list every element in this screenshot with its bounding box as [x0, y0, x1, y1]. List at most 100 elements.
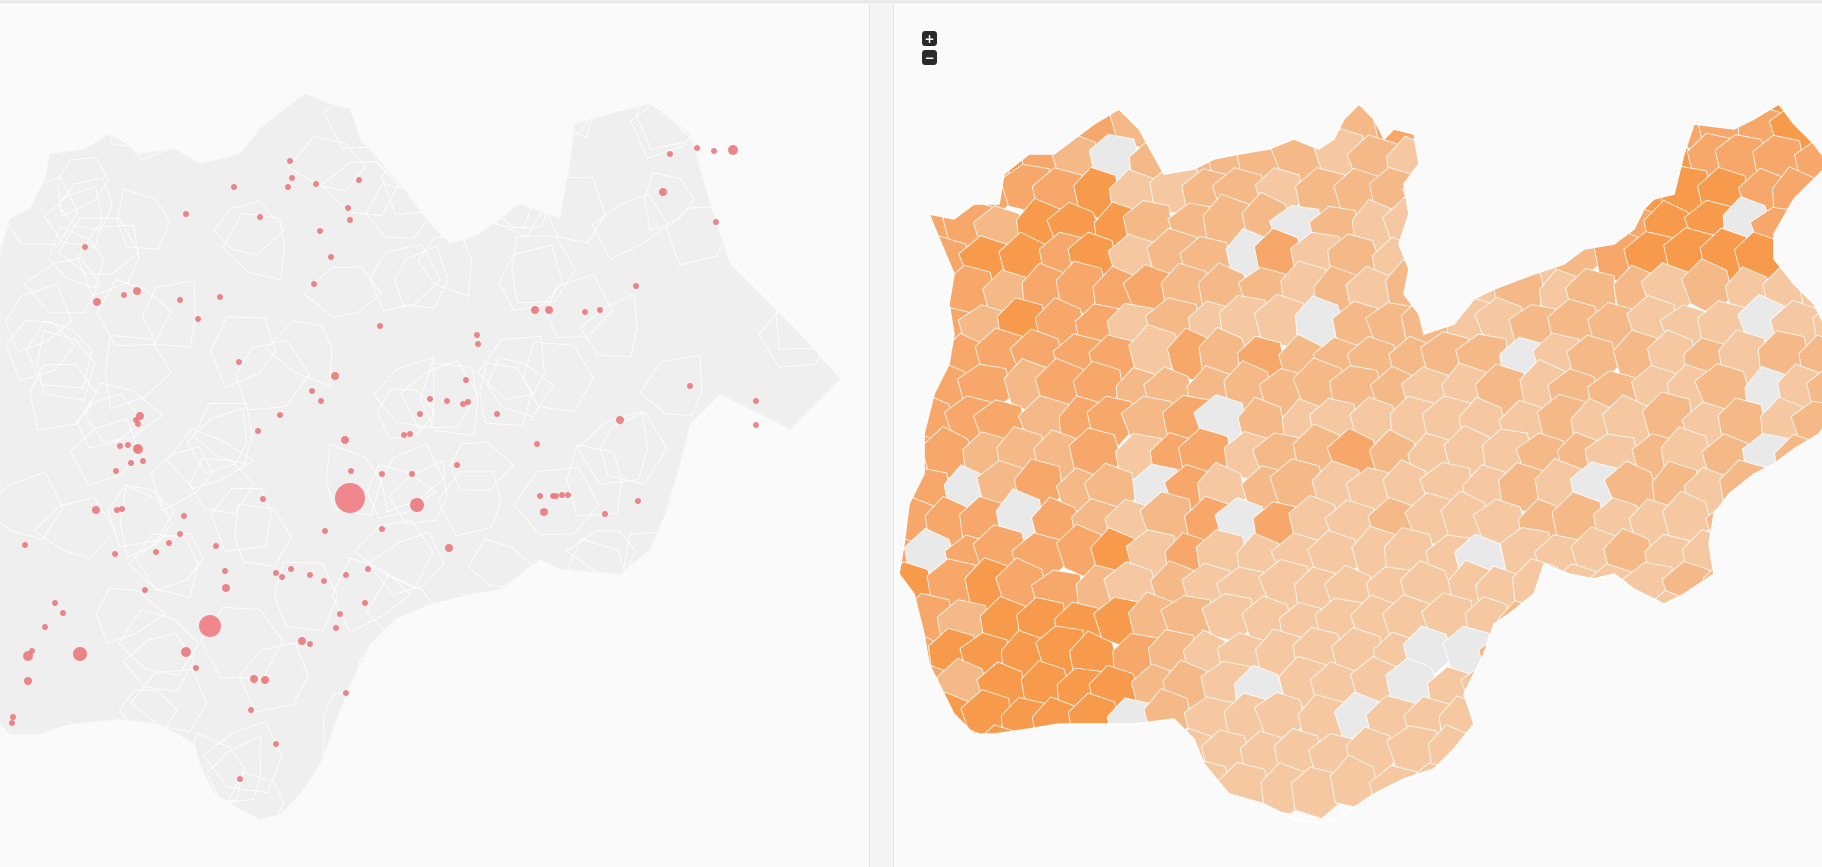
municipality-polygon[interactable] [1521, 762, 1569, 815]
municipality-polygon[interactable] [1529, 727, 1583, 784]
municipality-polygon[interactable] [1235, 71, 1291, 123]
population-bubble[interactable] [177, 297, 183, 303]
municipality-polygon[interactable] [1549, 95, 1602, 149]
population-bubble[interactable] [92, 506, 100, 514]
zoom-in-button[interactable]: + [922, 31, 937, 46]
population-bubble[interactable] [121, 292, 127, 298]
municipality-polygon[interactable] [1701, 756, 1758, 811]
population-bubble[interactable] [356, 177, 362, 183]
municipality-polygon[interactable] [1590, 754, 1644, 809]
municipality-polygon[interactable] [1704, 687, 1753, 745]
population-bubble[interactable] [9, 720, 15, 726]
population-bubble[interactable] [135, 421, 141, 427]
choropleth-map-panel[interactable]: + − [894, 4, 1822, 867]
municipality-polygon[interactable] [1106, 762, 1161, 816]
population-bubble[interactable] [337, 611, 343, 617]
population-bubble[interactable] [753, 398, 759, 404]
municipality-polygon[interactable] [1571, 194, 1625, 251]
municipality-polygon[interactable] [1813, 233, 1822, 292]
population-bubble[interactable] [222, 568, 228, 574]
population-bubble[interactable] [73, 647, 87, 661]
population-bubble[interactable] [60, 610, 66, 616]
municipality-polygon[interactable] [1631, 761, 1685, 817]
municipality-polygon[interactable] [1809, 630, 1822, 682]
municipality-polygon[interactable] [1571, 600, 1623, 651]
municipality-polygon[interactable] [1462, 201, 1517, 252]
municipality-polygon[interactable] [1587, 701, 1643, 752]
municipality-polygon[interactable] [1124, 72, 1175, 125]
population-bubble[interactable] [454, 462, 460, 468]
municipality-polygon[interactable] [1423, 126, 1480, 184]
municipality-polygon[interactable] [1461, 134, 1514, 190]
population-bubble[interactable] [659, 188, 667, 196]
population-bubble[interactable] [444, 398, 450, 404]
municipality-polygon[interactable] [1555, 692, 1604, 746]
population-bubble[interactable] [181, 513, 187, 519]
municipality-polygon[interactable] [1590, 99, 1646, 149]
municipality-polygon[interactable] [1719, 660, 1773, 719]
population-bubble[interactable] [545, 306, 553, 314]
population-bubble[interactable] [273, 570, 279, 576]
population-bubble[interactable] [93, 298, 101, 306]
municipality-polygon[interactable] [1554, 626, 1607, 685]
municipality-polygon[interactable] [1732, 621, 1784, 677]
municipality-polygon[interactable] [1555, 757, 1608, 812]
municipality-polygon[interactable] [908, 727, 958, 777]
population-bubble[interactable] [42, 624, 48, 630]
municipality-polygon[interactable] [894, 732, 920, 785]
municipality-polygon[interactable] [1382, 73, 1435, 125]
population-bubble[interactable] [582, 309, 588, 315]
population-bubble[interactable] [114, 507, 120, 513]
municipality-polygon[interactable] [1497, 660, 1555, 717]
municipality-polygon[interactable] [1644, 725, 1694, 783]
municipality-polygon[interactable] [1770, 632, 1822, 681]
population-bubble[interactable] [309, 388, 315, 394]
population-bubble[interactable] [24, 677, 32, 685]
municipality-polygon[interactable] [1508, 164, 1563, 218]
population-bubble[interactable] [377, 323, 383, 329]
municipality-polygon[interactable] [1683, 73, 1740, 127]
population-bubble[interactable] [236, 359, 242, 365]
population-bubble[interactable] [540, 508, 548, 516]
population-bubble[interactable] [134, 445, 140, 451]
municipality-polygon[interactable] [1548, 163, 1602, 217]
municipality-polygon[interactable] [1768, 496, 1822, 546]
municipality-polygon[interactable] [964, 760, 1016, 811]
population-bubble[interactable] [559, 492, 565, 498]
municipality-polygon[interactable] [1512, 95, 1564, 152]
municipality-polygon[interactable] [1493, 732, 1547, 786]
municipality-polygon[interactable] [1721, 524, 1776, 581]
municipality-polygon[interactable] [1198, 70, 1251, 122]
population-bubble[interactable] [311, 281, 317, 287]
municipality-polygon[interactable] [1146, 764, 1200, 819]
municipality-polygon[interactable] [1752, 599, 1806, 652]
population-bubble[interactable] [417, 411, 423, 417]
population-bubble[interactable] [318, 398, 324, 404]
municipality-polygon[interactable] [894, 332, 922, 386]
population-bubble[interactable] [343, 572, 349, 578]
population-bubble[interactable] [199, 615, 221, 637]
municipality-polygon[interactable] [1700, 624, 1753, 677]
municipality-polygon[interactable] [1622, 107, 1677, 159]
municipality-polygon[interactable] [1793, 196, 1822, 248]
population-bubble[interactable] [343, 690, 349, 696]
population-bubble[interactable] [711, 148, 717, 154]
municipality-polygon[interactable] [1443, 93, 1494, 148]
municipality-polygon[interactable] [1737, 761, 1786, 816]
population-bubble[interactable] [322, 528, 328, 534]
population-bubble[interactable] [222, 584, 230, 592]
population-bubble[interactable] [166, 540, 172, 546]
municipality-polygon[interactable] [1685, 726, 1738, 780]
municipality-polygon[interactable] [1688, 592, 1737, 645]
population-bubble[interactable] [667, 151, 673, 157]
population-bubble[interactable] [362, 600, 368, 606]
municipality-polygon[interactable] [1763, 462, 1815, 519]
municipality-polygon[interactable] [938, 68, 994, 119]
municipality-polygon[interactable] [1790, 525, 1822, 583]
municipality-polygon[interactable] [1604, 71, 1657, 124]
population-bubble[interactable] [250, 675, 258, 683]
municipality-polygon[interactable] [1750, 657, 1806, 711]
municipality-polygon[interactable] [894, 395, 922, 451]
population-bubble[interactable] [313, 181, 319, 187]
population-bubble[interactable] [181, 647, 191, 657]
